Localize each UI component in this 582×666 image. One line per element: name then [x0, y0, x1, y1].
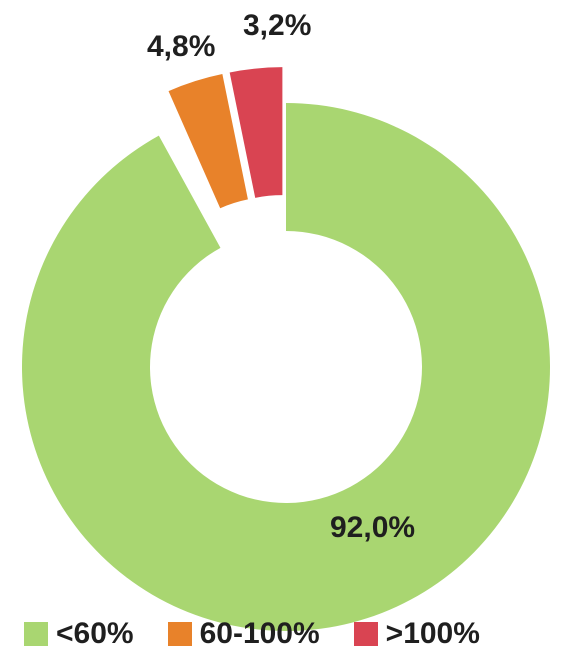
- data-label-0: 92,0%: [330, 511, 415, 544]
- donut-slice-2: [229, 67, 283, 198]
- legend-swatch-1: [167, 622, 192, 646]
- legend-item-0: <60%: [24, 617, 134, 651]
- donut-slice-0: [21, 103, 550, 632]
- data-label-2: 3,2%: [243, 9, 311, 42]
- legend-label-2: >100%: [385, 617, 480, 650]
- legend: <60% 60-100% >100%: [24, 614, 576, 654]
- legend-label-0: <60%: [56, 617, 134, 650]
- data-label-1: 4,8%: [147, 30, 215, 63]
- legend-item-2: >100%: [353, 617, 480, 651]
- donut-slice-1: [168, 74, 248, 209]
- legend-item-1: 60-100%: [167, 617, 320, 651]
- legend-swatch-0: [24, 622, 48, 646]
- legend-swatch-2: [353, 622, 378, 646]
- legend-label-1: 60-100%: [199, 617, 320, 650]
